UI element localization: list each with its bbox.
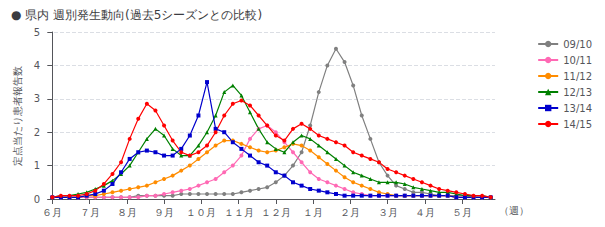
svg-text:９月: ９月 [154,207,174,218]
svg-text:１２月: １２月 [261,207,291,218]
svg-text:2: 2 [34,127,40,138]
svg-text:３月: ３月 [378,207,398,218]
svg-text:定点当たり患者報告数: 定点当たり患者報告数 [12,66,23,166]
svg-text:７月: ７月 [80,207,100,218]
svg-text:（週）: （週） [499,205,529,216]
svg-text:11/12: 11/12 [563,71,592,82]
svg-text:１０月: １０月 [186,207,216,218]
svg-text:● 県内 週別発生動向(過去5シーズンとの比較): ● 県内 週別発生動向(過去5シーズンとの比較) [11,8,262,22]
svg-text:１月: １月 [303,207,323,218]
svg-text:4: 4 [34,60,40,71]
svg-text:10/11: 10/11 [563,55,592,66]
svg-text:５月: ５月 [452,207,472,218]
svg-text:８月: ８月 [117,207,137,218]
svg-text:0: 0 [34,194,40,205]
svg-text:６月: ６月 [42,207,62,218]
svg-text:12/13: 12/13 [563,87,592,98]
svg-text:13/14: 13/14 [563,103,592,114]
svg-text:４月: ４月 [415,207,435,218]
svg-text:１１月: １１月 [224,207,254,218]
svg-text:14/15: 14/15 [563,119,592,130]
svg-text:09/10: 09/10 [563,39,592,50]
svg-text:２月: ２月 [340,207,360,218]
svg-text:5: 5 [34,27,40,38]
svg-text:1: 1 [34,160,40,171]
svg-text:3: 3 [34,93,40,104]
